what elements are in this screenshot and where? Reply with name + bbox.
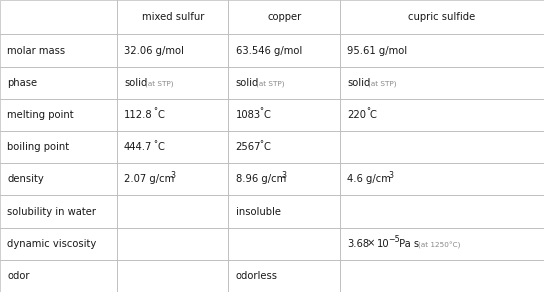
Text: (at STP): (at STP) — [145, 81, 173, 88]
Bar — [0, 163, 117, 195]
Text: 2567: 2567 — [236, 142, 261, 152]
Bar — [117, 163, 228, 195]
Bar — [0, 260, 117, 292]
Text: solid: solid — [124, 78, 147, 88]
Text: °: ° — [153, 107, 157, 117]
Text: C: C — [369, 110, 376, 120]
Bar — [117, 0, 228, 34]
Text: 3: 3 — [170, 171, 175, 180]
Bar — [0, 99, 117, 131]
Text: C: C — [263, 110, 270, 120]
Bar — [117, 228, 228, 260]
Text: odorless: odorless — [236, 271, 277, 281]
Text: 95.61 g/mol: 95.61 g/mol — [347, 46, 407, 55]
Text: C: C — [157, 142, 164, 152]
Text: density: density — [7, 174, 44, 184]
Bar — [340, 195, 544, 228]
Text: 32.06 g/mol: 32.06 g/mol — [124, 46, 184, 55]
Bar — [0, 34, 117, 67]
Text: cupric sulfide: cupric sulfide — [409, 12, 475, 22]
Text: C: C — [157, 110, 164, 120]
Bar — [117, 99, 228, 131]
Bar — [228, 260, 340, 292]
Text: phase: phase — [7, 78, 37, 88]
Bar — [228, 34, 340, 67]
Text: 10: 10 — [377, 239, 390, 249]
Text: molar mass: molar mass — [7, 46, 65, 55]
Text: 3: 3 — [282, 171, 287, 180]
Bar — [0, 228, 117, 260]
Text: C: C — [263, 142, 270, 152]
Bar — [0, 0, 117, 34]
Text: (at 1250°C): (at 1250°C) — [418, 241, 460, 249]
Text: °: ° — [366, 107, 370, 117]
Text: −5: −5 — [388, 235, 399, 244]
Text: ×: × — [367, 239, 375, 249]
Text: 112.8: 112.8 — [124, 110, 153, 120]
Text: °: ° — [153, 140, 157, 149]
Bar — [117, 67, 228, 99]
Text: mixed sulfur: mixed sulfur — [141, 12, 204, 22]
Text: dynamic viscosity: dynamic viscosity — [7, 239, 96, 249]
Bar — [228, 67, 340, 99]
Bar — [117, 195, 228, 228]
Bar — [0, 195, 117, 228]
Text: 444.7: 444.7 — [124, 142, 152, 152]
Bar — [0, 131, 117, 163]
Bar — [340, 34, 544, 67]
Text: solid: solid — [347, 78, 370, 88]
Text: 2.07 g/cm: 2.07 g/cm — [124, 174, 174, 184]
Bar — [340, 228, 544, 260]
Text: 8.96 g/cm: 8.96 g/cm — [236, 174, 286, 184]
Text: 3.68: 3.68 — [347, 239, 369, 249]
Text: (at STP): (at STP) — [256, 81, 285, 88]
Text: solid: solid — [236, 78, 259, 88]
Bar — [117, 131, 228, 163]
Text: 1083: 1083 — [236, 110, 261, 120]
Bar — [228, 0, 340, 34]
Text: °: ° — [259, 140, 264, 149]
Text: °: ° — [259, 107, 264, 117]
Bar — [117, 260, 228, 292]
Bar — [228, 195, 340, 228]
Text: 4.6 g/cm: 4.6 g/cm — [347, 174, 391, 184]
Bar — [228, 99, 340, 131]
Text: copper: copper — [267, 12, 301, 22]
Bar — [340, 260, 544, 292]
Text: 3: 3 — [388, 171, 393, 180]
Text: solubility in water: solubility in water — [7, 206, 96, 216]
Bar — [340, 131, 544, 163]
Text: Pa s: Pa s — [396, 239, 419, 249]
Bar — [117, 34, 228, 67]
Bar — [340, 0, 544, 34]
Bar — [0, 67, 117, 99]
Text: 220: 220 — [347, 110, 366, 120]
Bar — [340, 99, 544, 131]
Text: boiling point: boiling point — [7, 142, 69, 152]
Bar — [228, 131, 340, 163]
Text: insoluble: insoluble — [236, 206, 281, 216]
Text: (at STP): (at STP) — [368, 81, 396, 88]
Bar — [228, 163, 340, 195]
Bar — [340, 67, 544, 99]
Bar — [340, 163, 544, 195]
Text: odor: odor — [7, 271, 29, 281]
Text: melting point: melting point — [7, 110, 73, 120]
Bar — [228, 228, 340, 260]
Text: 63.546 g/mol: 63.546 g/mol — [236, 46, 302, 55]
